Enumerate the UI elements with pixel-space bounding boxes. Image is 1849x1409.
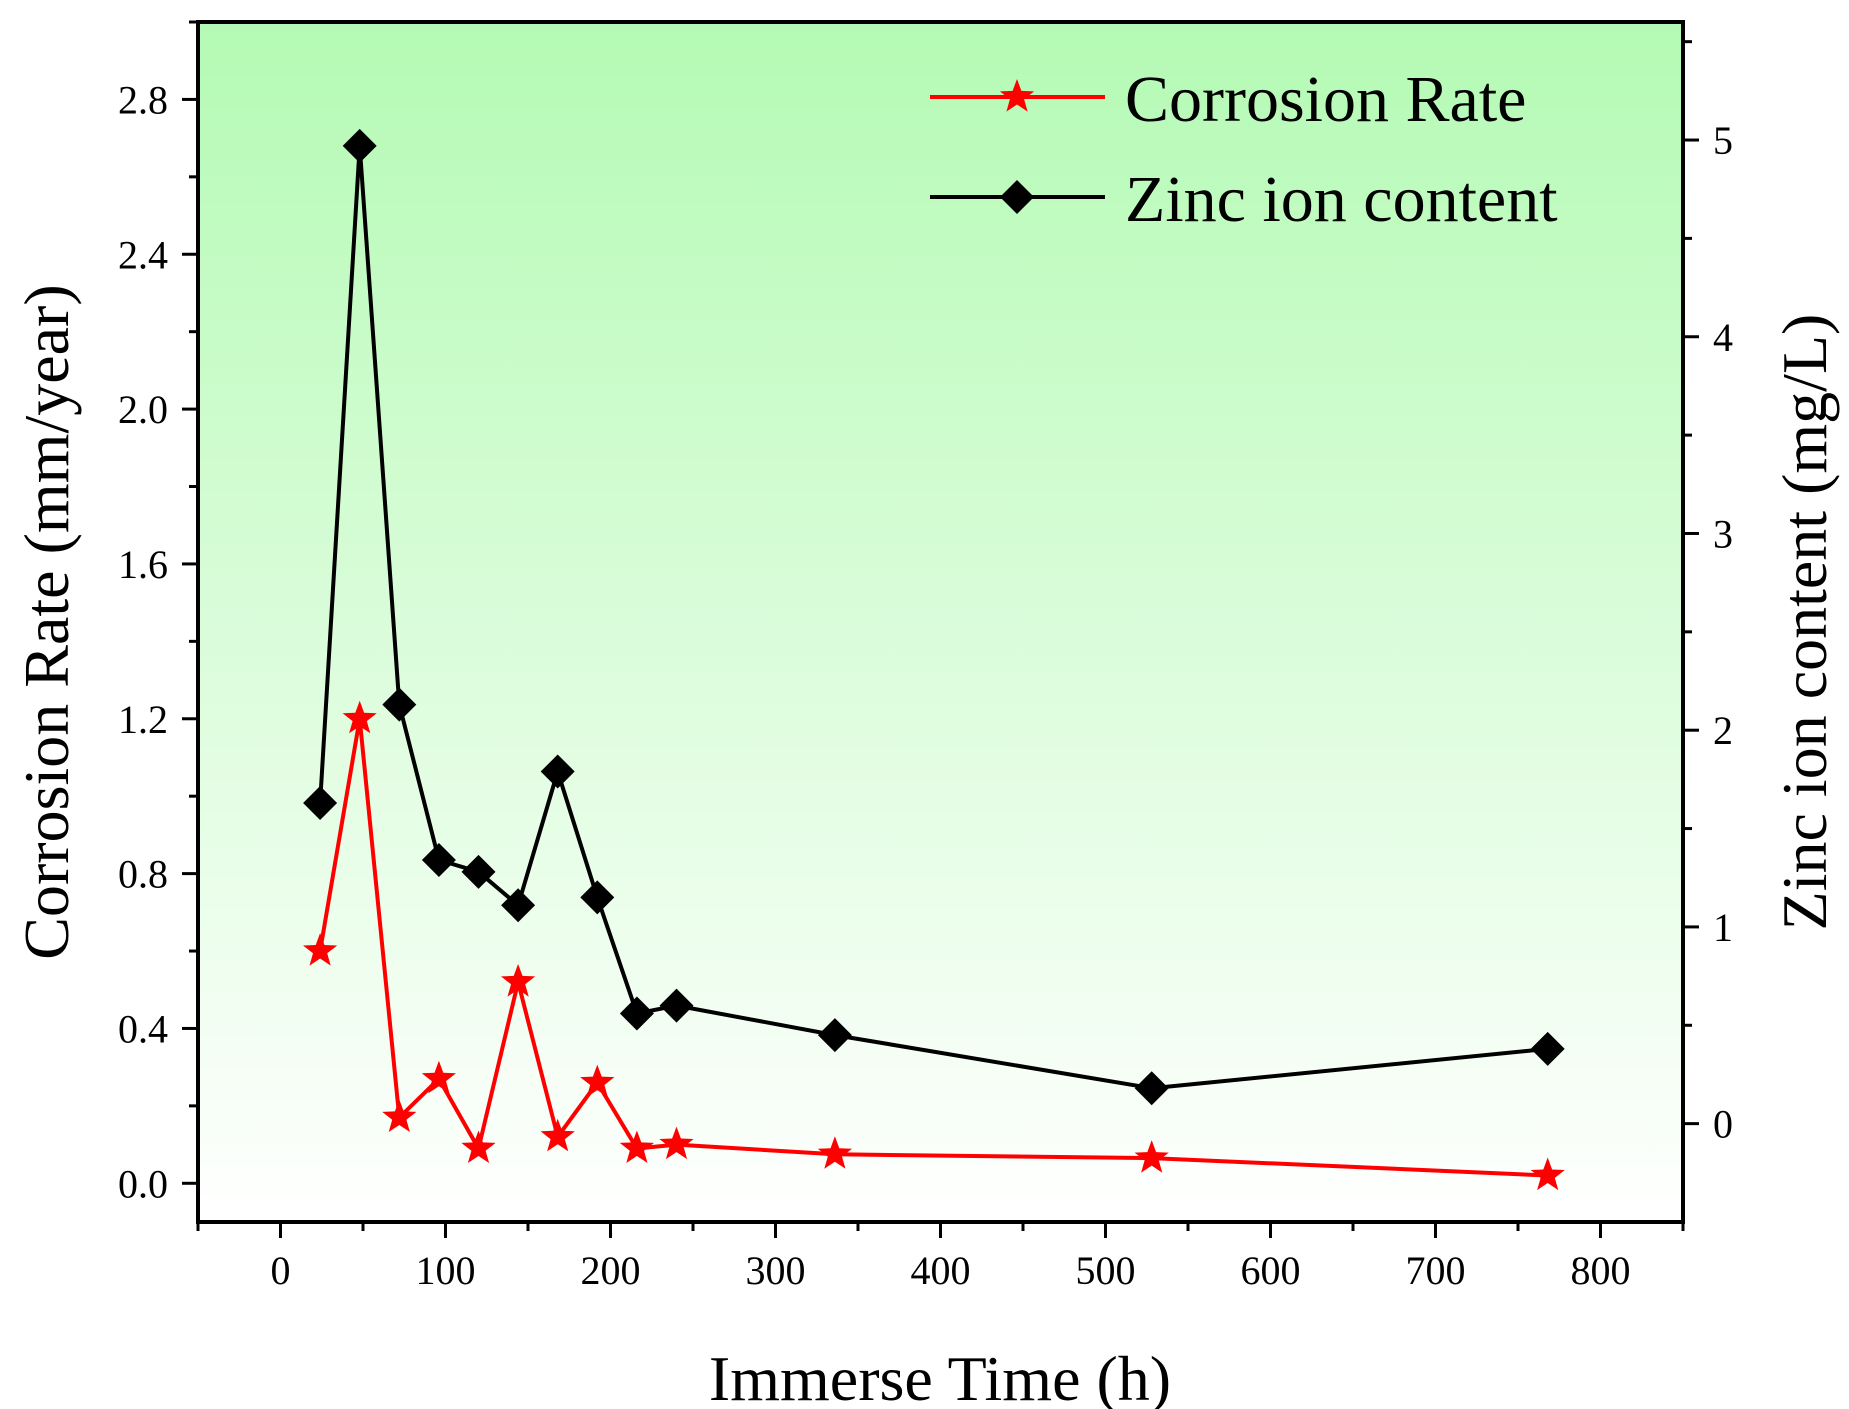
- legend-label-zinc-ion-content: Zinc ion content: [1125, 163, 1558, 236]
- x-tick-label: 400: [911, 1248, 971, 1293]
- y-left-tick-label: 2.0: [118, 387, 168, 432]
- corrosion-rate-point: [461, 1130, 496, 1163]
- series-corrosion-rate: [303, 700, 1565, 1191]
- zinc-ion-content-point: [501, 888, 536, 923]
- zinc-ion-content-point: [1530, 1031, 1565, 1066]
- x-tick-label: 600: [1241, 1248, 1301, 1293]
- corrosion-rate-point: [342, 700, 377, 734]
- legend-marker-corrosion-rate: [999, 79, 1035, 112]
- y-right-tick-label: 5: [1713, 118, 1733, 163]
- y-left-tick-label: 2.8: [118, 77, 168, 122]
- labels-layer: 0 100 200 300 400 500 600 700 800 0.0 0.4 0.8 1.2 1.6…: [118, 77, 1733, 1293]
- x-tick-label: 700: [1406, 1248, 1466, 1293]
- y-left-tick-label: 0.4: [118, 1006, 168, 1051]
- corrosion-rate-point: [501, 964, 536, 997]
- y-right-tick-label: 1: [1713, 905, 1733, 950]
- legend-marker-zinc-ion-content: [1000, 180, 1034, 214]
- legend: Corrosion Rate Zinc ion content: [930, 63, 1558, 236]
- y-axis-left-title: Corrosion Rate (mm/year): [11, 284, 82, 959]
- x-tick-label: 100: [416, 1248, 476, 1293]
- y-right-tick-label: 0: [1713, 1102, 1733, 1147]
- zinc-ion-content-point: [540, 754, 575, 789]
- zinc-ion-content-point: [580, 880, 615, 915]
- corrosion-rate-point: [659, 1126, 694, 1160]
- zinc-ion-content-point: [461, 854, 496, 889]
- zinc-ion-content-point: [619, 996, 654, 1031]
- x-tick-label: 200: [581, 1248, 641, 1293]
- corrosion-rate-point: [580, 1064, 615, 1098]
- corrosion-rate-point: [817, 1136, 852, 1169]
- series-layer: [303, 128, 1565, 1191]
- x-tick-label: 300: [746, 1248, 806, 1293]
- legend-diamond-icon: [1000, 180, 1034, 214]
- ticks-layer: [182, 20, 1699, 1238]
- x-axis-title: Immerse Time (h): [709, 1343, 1171, 1409]
- y-axis-right-title: Zinc ion content (mg/L): [1769, 314, 1840, 931]
- x-tick-label: 0: [271, 1248, 291, 1293]
- zinc-ion-content-point: [342, 128, 377, 163]
- y-left-tick-label: 2.4: [118, 232, 168, 277]
- corrosion-rate-point: [421, 1060, 456, 1094]
- corrosion-rate-point: [1134, 1140, 1169, 1173]
- zinc-ion-content-point: [303, 785, 338, 820]
- legend-label-corrosion-rate: Corrosion Rate: [1125, 63, 1526, 136]
- plot-background: [198, 22, 1683, 1222]
- zinc-ion-content-point: [1134, 1071, 1169, 1106]
- zinc-ion-content-point: [659, 988, 694, 1023]
- corrosion-rate-point: [619, 1130, 654, 1163]
- zinc-ion-content-point: [421, 843, 456, 878]
- y-right-tick-label: 4: [1713, 315, 1733, 360]
- y-right-tick-label: 2: [1713, 708, 1733, 753]
- y-left-tick-label: 0.8: [118, 852, 168, 897]
- zinc-ion-content-point: [382, 687, 417, 722]
- corrosion-rate-point: [1530, 1157, 1565, 1191]
- x-tick-label: 500: [1076, 1248, 1136, 1293]
- series-zinc-ion-content: [303, 128, 1565, 1106]
- y-left-tick-label: 1.6: [118, 542, 168, 587]
- corrosion-rate-point: [540, 1118, 575, 1152]
- legend-star-icon: [999, 79, 1035, 112]
- y-right-tick-label: 3: [1713, 511, 1733, 556]
- zinc-ion-content-point: [817, 1018, 852, 1053]
- y-left-tick-label: 1.2: [118, 697, 168, 742]
- corrosion-rate-point: [382, 1099, 417, 1132]
- corrosion-rate-point: [303, 933, 338, 966]
- y-left-tick-label: 0.0: [118, 1161, 168, 1206]
- x-tick-label: 800: [1571, 1248, 1631, 1293]
